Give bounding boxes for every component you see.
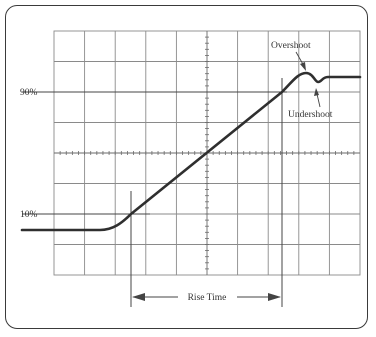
rise-time-arrowhead-right	[268, 293, 281, 301]
undershoot-pointer	[316, 93, 321, 108]
undershoot-arrowhead	[314, 88, 319, 96]
rise-time-label: Rise Time	[188, 293, 227, 303]
level-10-label: 10%	[20, 210, 38, 220]
overshoot-label: Overshoot	[271, 41, 311, 51]
center-axis-ticks	[59, 36, 355, 270]
step-response-trace	[20, 71, 362, 232]
undershoot-label: Undershoot	[288, 110, 333, 120]
rise-time-arrowhead-left	[132, 293, 145, 301]
level-90-label: 90%	[20, 88, 38, 98]
overshoot-arrowhead	[300, 62, 306, 71]
